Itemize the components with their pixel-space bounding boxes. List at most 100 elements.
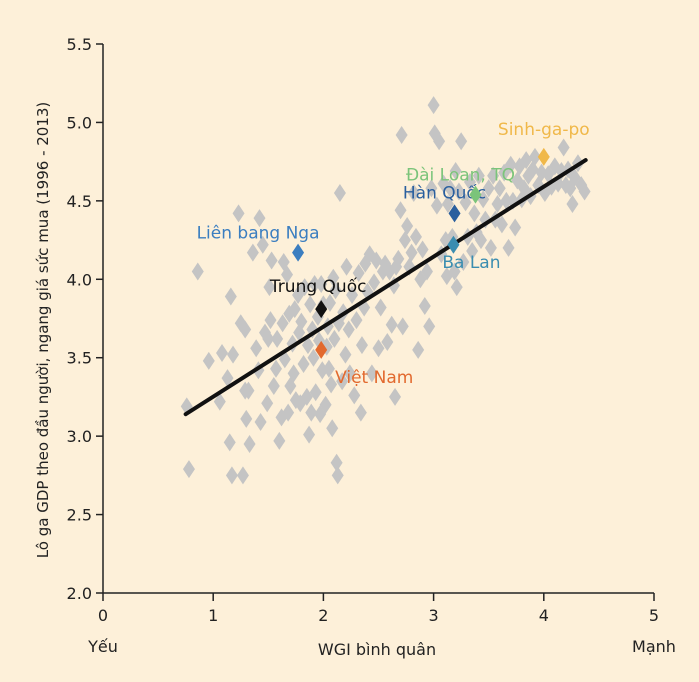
- x-tick-label-0: 0: [98, 606, 108, 625]
- data-point-20: [250, 339, 263, 358]
- data-point-167: [509, 218, 522, 237]
- data-point-152: [474, 231, 487, 250]
- data-point-98: [365, 364, 378, 383]
- data-point-50: [295, 312, 308, 331]
- data-point-56: [304, 295, 317, 314]
- x-tick-label-4: 4: [539, 606, 549, 625]
- data-point-172: [520, 151, 533, 170]
- data-point-128: [427, 96, 440, 115]
- data-point-137: [444, 179, 457, 198]
- axes: 2.0 2.5 3.0 3.5 4.0 4.5 5.0 5.5 0 1 2 3 4 5: [67, 35, 660, 625]
- data-point-30: [265, 251, 278, 270]
- data-point-34: [273, 431, 286, 450]
- x-axis-end-label-left: Yếu: [87, 637, 118, 656]
- data-point-73: [325, 375, 338, 394]
- data-point-79: [331, 466, 344, 485]
- data-point-151: [472, 166, 485, 185]
- data-point-87: [343, 364, 356, 383]
- data-point-124: [418, 296, 431, 315]
- data-point-51: [297, 354, 310, 373]
- data-point-147: [463, 173, 476, 192]
- data-point-24: [256, 235, 269, 254]
- data-point-4: [213, 392, 226, 411]
- data-point-1: [182, 460, 195, 479]
- data-point-6: [221, 369, 234, 388]
- data-point-75: [327, 268, 340, 287]
- data-point-143: [455, 132, 468, 151]
- data-point-148: [466, 242, 479, 261]
- data-point-107: [385, 315, 398, 334]
- data-point-82: [336, 372, 349, 391]
- y-tick-label-2: 3.0: [67, 427, 92, 446]
- x-tick-label-5: 5: [649, 606, 659, 625]
- data-point-88: [346, 285, 359, 304]
- data-point-60: [308, 274, 321, 293]
- data-point-163: [500, 191, 513, 210]
- highlight-point-5: [315, 300, 328, 319]
- trend-line-group: [183, 158, 588, 417]
- data-point-7: [223, 433, 236, 452]
- highlight-label-6: Việt Nam: [335, 368, 413, 388]
- data-point-161: [495, 215, 508, 234]
- data-point-77: [329, 281, 342, 300]
- data-point-99: [368, 273, 381, 292]
- data-point-155: [482, 179, 495, 198]
- y-tick-label-6: 5.0: [67, 113, 92, 132]
- data-point-81: [333, 184, 346, 203]
- data-point-125: [420, 262, 433, 281]
- data-point-71: [322, 359, 335, 378]
- data-point-127: [425, 179, 438, 198]
- data-point-176: [528, 147, 541, 166]
- x-tick-label-1: 1: [208, 606, 218, 625]
- data-point-185: [557, 138, 570, 157]
- data-point-90: [350, 311, 363, 330]
- data-point-11: [232, 204, 245, 223]
- data-point-52: [298, 278, 311, 297]
- data-point-27: [262, 329, 275, 348]
- data-point-92: [354, 403, 367, 422]
- data-point-130: [430, 196, 443, 215]
- data-point-118: [405, 243, 418, 262]
- data-point-89: [348, 386, 361, 405]
- y-tick-label-3: 3.5: [67, 349, 92, 368]
- data-point-39: [281, 265, 294, 284]
- y-tick-label-7: 5.5: [67, 35, 92, 54]
- data-point-36: [276, 314, 289, 333]
- data-point-28: [263, 278, 276, 297]
- data-point-165: [504, 155, 517, 174]
- data-point-120: [409, 227, 422, 246]
- highlight-point-4: [447, 235, 460, 254]
- data-point-59: [307, 348, 320, 367]
- x-tick-label-3: 3: [429, 606, 439, 625]
- data-point-86: [342, 320, 355, 339]
- highlight-point-2: [469, 185, 482, 204]
- data-point-26: [261, 394, 274, 413]
- data-point-68: [319, 395, 332, 414]
- data-point-32: [270, 359, 283, 378]
- data-point-74: [326, 419, 339, 438]
- data-point-61: [309, 383, 322, 402]
- data-point-145: [459, 193, 472, 212]
- data-point-23: [254, 413, 267, 432]
- data-point-144: [457, 253, 470, 272]
- data-point-84: [339, 345, 352, 364]
- data-point-149: [468, 204, 481, 223]
- y-tick-label-0: 2.0: [67, 584, 92, 603]
- data-point-57: [305, 403, 318, 422]
- data-point-31: [267, 376, 280, 395]
- data-point-193: [578, 182, 591, 201]
- highlight-label-1: Hàn Quốc: [403, 182, 486, 203]
- data-point-8: [224, 287, 237, 306]
- data-point-160: [493, 179, 506, 198]
- x-axis-label: WGI bình quân: [318, 640, 436, 659]
- data-point-44: [287, 364, 300, 383]
- data-point-3: [202, 351, 215, 370]
- data-point-131: [433, 132, 446, 151]
- data-point-33: [271, 329, 284, 348]
- data-point-156: [484, 238, 497, 257]
- data-point-29: [264, 311, 277, 330]
- data-point-13: [236, 466, 249, 485]
